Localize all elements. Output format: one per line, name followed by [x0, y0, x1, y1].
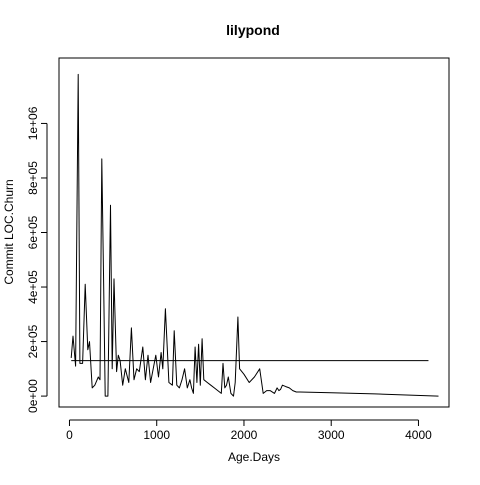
chart-title: lilypond	[226, 22, 280, 38]
series-layer	[70, 73, 439, 397]
x-tick-label: 4000	[405, 428, 432, 442]
x-axis: 0 1000 2000 3000 4000	[66, 419, 432, 442]
y-tick-label: 2e+05	[26, 324, 40, 358]
y-axis: 0e+00 2e+05 4e+05 6e+05 8e+05 1e+06	[26, 106, 48, 413]
y-tick-label: 8e+05	[26, 161, 40, 195]
x-axis-label: Age.Days	[228, 450, 280, 464]
series-line-0	[70, 73, 439, 397]
y-tick-label: 6e+05	[26, 215, 40, 249]
x-tick-label: 3000	[318, 428, 345, 442]
y-tick-label: 1e+06	[26, 106, 40, 140]
plot-frame	[58, 57, 450, 408]
x-tick-label: 1000	[143, 428, 170, 442]
x-tick-label: 2000	[231, 428, 258, 442]
x-tick-label: 0	[66, 428, 73, 442]
y-tick-label: 0e+00	[26, 379, 40, 413]
y-axis-label: Commit LOC.Churn	[2, 179, 16, 284]
y-tick-label: 4e+05	[26, 270, 40, 304]
